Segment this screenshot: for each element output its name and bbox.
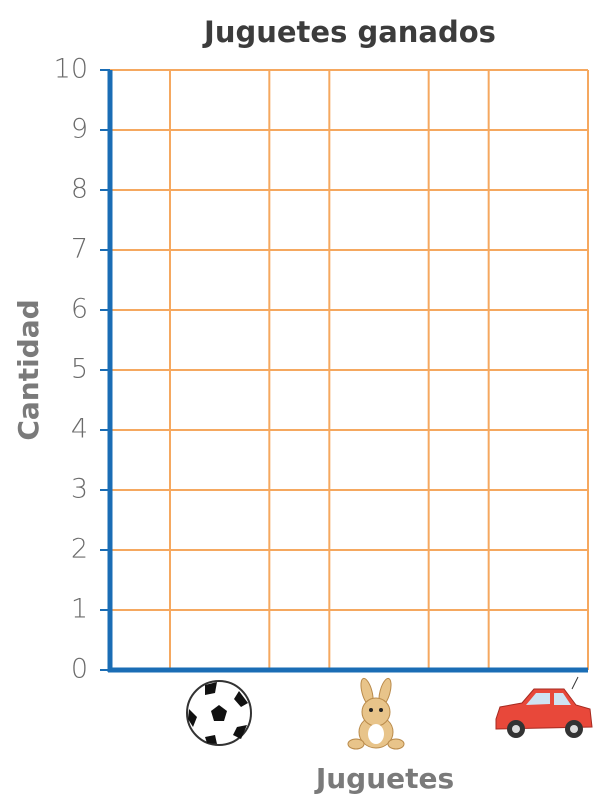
y-tick-label: 3 (71, 474, 88, 505)
y-tick-label: 0 (71, 654, 88, 685)
y-tick-label: 2 (71, 534, 88, 565)
car-icon (495, 676, 593, 738)
y-axis-label: Cantidad (12, 299, 45, 440)
ball-icon (186, 680, 252, 746)
x-axis-label: Juguetes (314, 762, 454, 795)
y-tick-label: 1 (71, 594, 88, 625)
y-tick-label: 5 (71, 354, 88, 385)
y-tick-label: 10 (54, 54, 88, 85)
bunny-icon (347, 677, 405, 750)
y-tick-label: 7 (71, 234, 88, 265)
y-tick-label: 6 (71, 294, 88, 325)
chart-title: Juguetes ganados (202, 15, 496, 49)
grid (110, 69, 589, 671)
y-tick-label: 9 (71, 114, 88, 145)
y-tick-label: 8 (71, 174, 88, 205)
y-tick-label: 4 (71, 414, 88, 445)
